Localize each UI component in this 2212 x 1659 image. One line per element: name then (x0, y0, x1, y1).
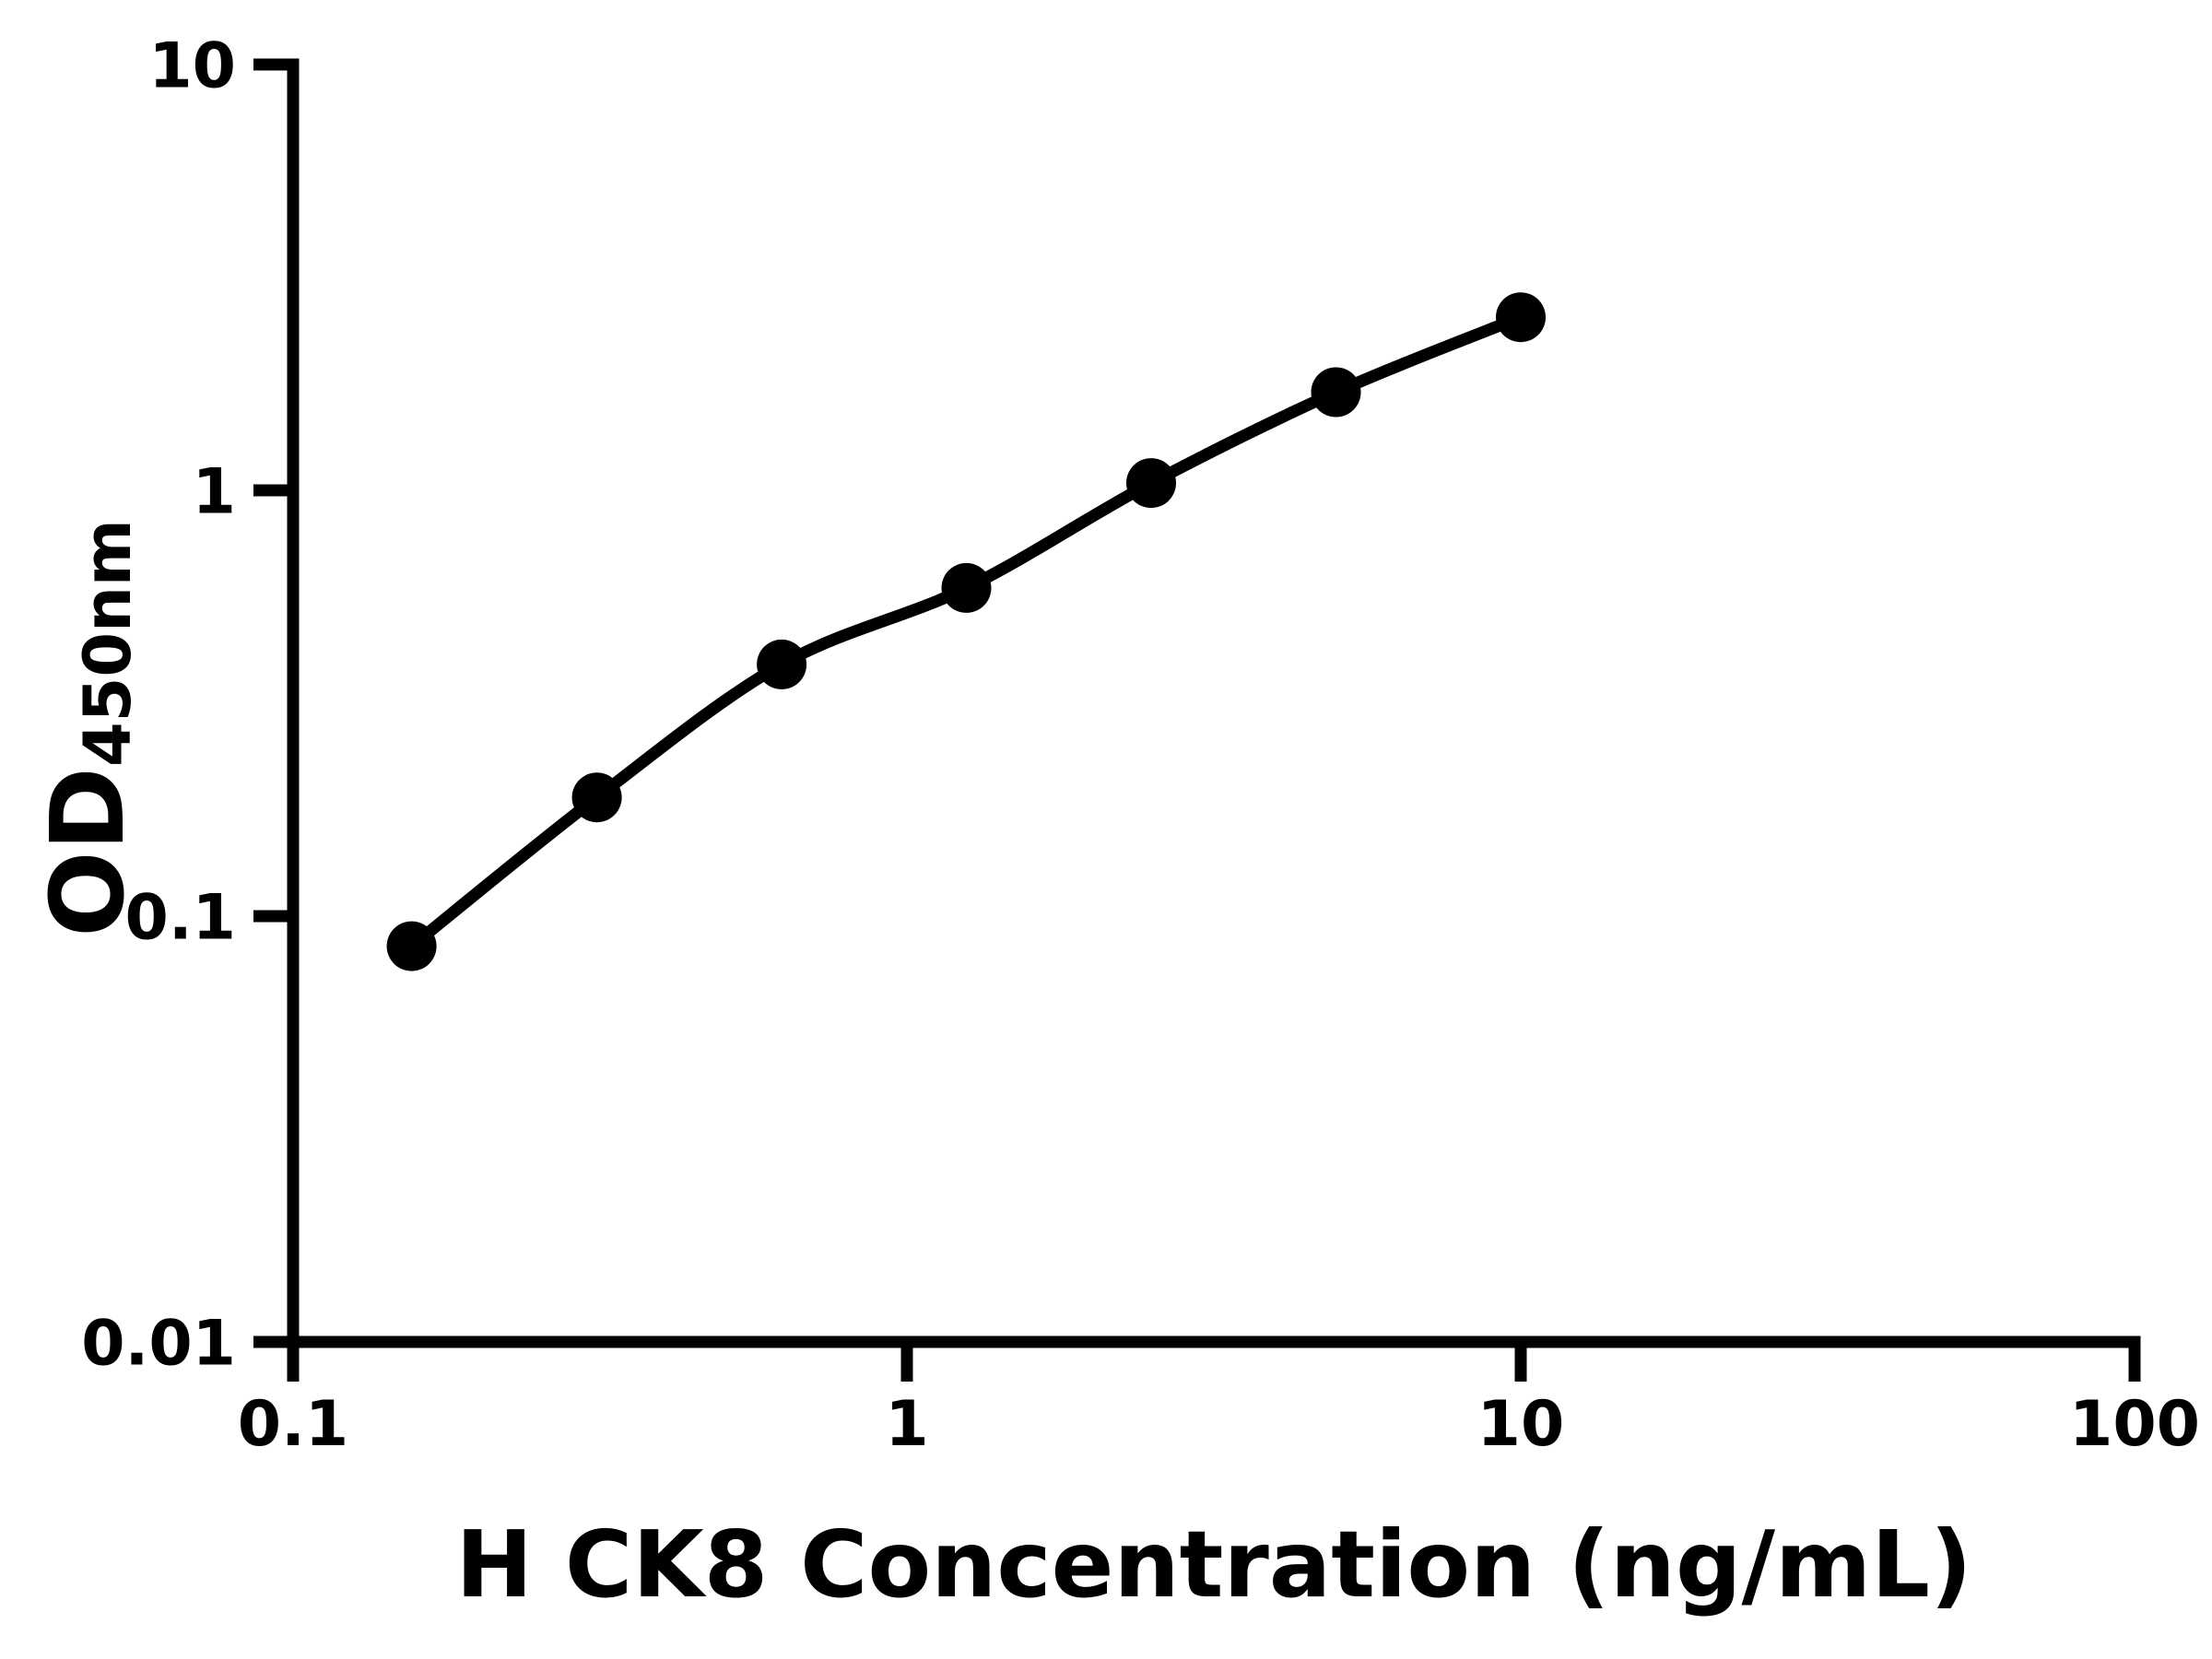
data-point-5 (1311, 367, 1361, 418)
data-point-0 (386, 921, 437, 971)
y-tick-label-1: 1 (193, 455, 236, 528)
fit-curve (407, 312, 1524, 951)
y-tick-label-0.01: 0.01 (81, 1307, 236, 1380)
y-axis-title-main: OD (29, 767, 147, 937)
x-tick-label-100: 100 (2069, 1388, 2200, 1461)
y-tick-label-10: 10 (148, 29, 236, 102)
x-tick-label-0.1: 0.1 (238, 1388, 348, 1461)
data-point-4 (1126, 458, 1176, 509)
y-axis-title-sub: 450nm (70, 519, 146, 768)
data-point-2 (757, 639, 807, 689)
x-tick-label-10: 10 (1477, 1388, 1565, 1461)
data-point-3 (941, 562, 992, 613)
x-tick-label-1: 1 (885, 1388, 928, 1461)
x-axis-title: H CK8 Concentration (ng/mL) (455, 1511, 1972, 1618)
y-tick-label-0.1: 0.1 (125, 881, 236, 954)
axes-spine (287, 58, 2141, 1348)
data-point-6 (1496, 292, 1546, 343)
y-axis-title: OD 450nm (29, 519, 147, 937)
data-point-1 (571, 772, 622, 823)
